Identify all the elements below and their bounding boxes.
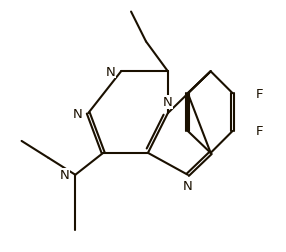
Text: F: F	[255, 87, 263, 100]
Text: N: N	[106, 66, 116, 78]
Text: N: N	[183, 180, 193, 193]
Text: N: N	[163, 96, 173, 109]
Text: F: F	[255, 125, 263, 138]
Text: N: N	[73, 107, 83, 120]
Text: N: N	[60, 169, 69, 181]
